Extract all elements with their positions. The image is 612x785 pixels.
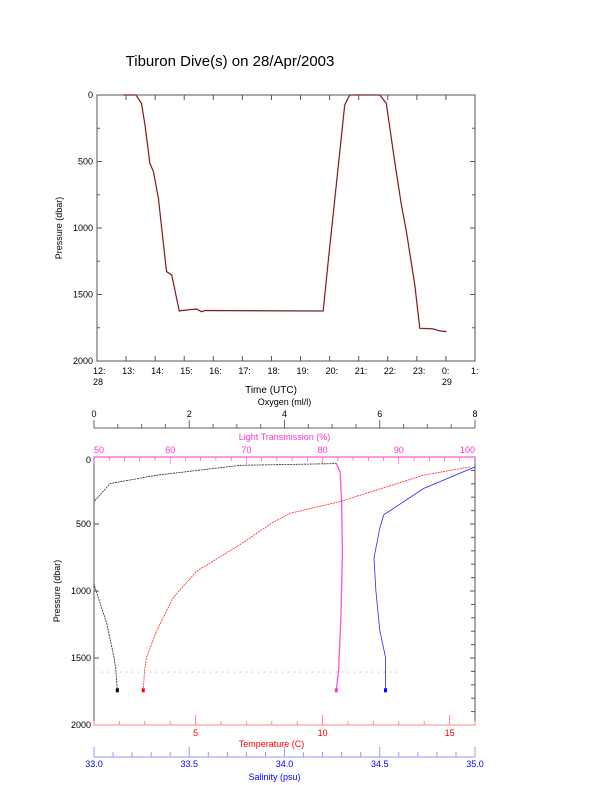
temperature-profile-line [142, 466, 470, 691]
x-tick-label: 22: [384, 366, 397, 376]
oxygen-end-marker [115, 688, 119, 693]
light-tick-label: 50 [94, 445, 104, 455]
x-tick-label: 23: [413, 366, 426, 376]
salinity-tick-label: 35.0 [466, 759, 484, 769]
x-tick-label: 15: [180, 366, 193, 376]
light-tick-label: 70 [241, 445, 251, 455]
x-tick-label: 17: [238, 366, 251, 376]
oxygen-tick-label: 8 [472, 409, 477, 419]
y-tick-label: 1500 [73, 290, 93, 300]
temperature-tick-label: 5 [193, 728, 198, 738]
profile-chart: 0 500 1000 1500 2000 Pressure (dbar) 0 2 4 6 8 Oxyg… [52, 397, 484, 782]
temperature-tick-label: 15 [445, 728, 455, 738]
y-tick-label: 1000 [71, 586, 91, 596]
y-tick-label: 0 [88, 90, 93, 100]
oxygen-tick-label: 6 [377, 409, 382, 419]
salinity-tick-label: 33.0 [85, 759, 103, 769]
light-axis-label: Light Transmission (%) [239, 432, 331, 442]
light-tick-label: 60 [165, 445, 175, 455]
y-tick-label: 500 [76, 519, 91, 529]
x-tick-label: 16: [209, 366, 222, 376]
dive-track-line-dark [123, 94, 447, 332]
salinity-end-marker [383, 688, 387, 693]
oxygen-tick-label: 4 [282, 409, 287, 419]
y-axis-label: Pressure (dbar) [54, 197, 64, 260]
x-tick-label: 21: [355, 366, 368, 376]
light-end-marker [334, 688, 338, 693]
light-profile-line [335, 463, 344, 691]
salinity-tick-label: 34.0 [276, 759, 294, 769]
salinity-axis-label: Salinity (psu) [248, 772, 300, 782]
oxygen-tick-label: 2 [187, 409, 192, 419]
y-tick-label: 2000 [71, 720, 91, 730]
y-tick-label: 500 [78, 157, 93, 167]
x-tick-label: 19: [297, 366, 310, 376]
temperature-end-marker [141, 688, 145, 693]
x-tick-label: 18: [267, 366, 280, 376]
salinity-tick-label: 33.5 [180, 759, 198, 769]
dive-track-line [123, 94, 447, 333]
x-tick-label: 12: [93, 366, 106, 376]
y-tick-label: 1500 [71, 653, 91, 663]
temperature-axis-label: Temperature (C) [239, 739, 305, 749]
light-tick-label: 100 [460, 445, 475, 455]
chart-title: Tiburon Dive(s) on 28/Apr/2003 [126, 53, 335, 70]
temperature-tick-label: 10 [318, 728, 328, 738]
x-tick-label: 1: [471, 366, 479, 376]
plot-frame [93, 456, 476, 726]
x-tick-label: 0: [442, 366, 450, 376]
light-tick-label: 80 [318, 445, 328, 455]
dive-track-chart: 12: 13: 14: 15: 16: 17: 18: 19: 20: 21: 22: 23: 0: 1:… [54, 90, 479, 396]
y-tick-label: 2000 [73, 356, 93, 366]
y-axis-label: Pressure (dbar) [52, 560, 62, 623]
oxygen-profile-line [94, 463, 337, 691]
salinity-profile-line [373, 466, 475, 691]
oxygen-tick-label: 0 [91, 409, 96, 419]
y-tick-label: 1000 [73, 223, 93, 233]
x-tick-label: 20: [326, 366, 339, 376]
light-tick-label: 90 [394, 445, 404, 455]
x-tick-sublabel: 28 [93, 377, 103, 387]
x-axis-label: Time (UTC) [245, 385, 297, 396]
x-tick-sublabel: 29 [442, 377, 452, 387]
salinity-tick-label: 34.5 [371, 759, 389, 769]
x-tick-label: 13: [122, 366, 135, 376]
y-tick-label: 0 [86, 455, 91, 465]
x-tick-label: 14: [151, 366, 164, 376]
oxygen-axis-label: Oxygen (ml/l) [258, 397, 312, 407]
